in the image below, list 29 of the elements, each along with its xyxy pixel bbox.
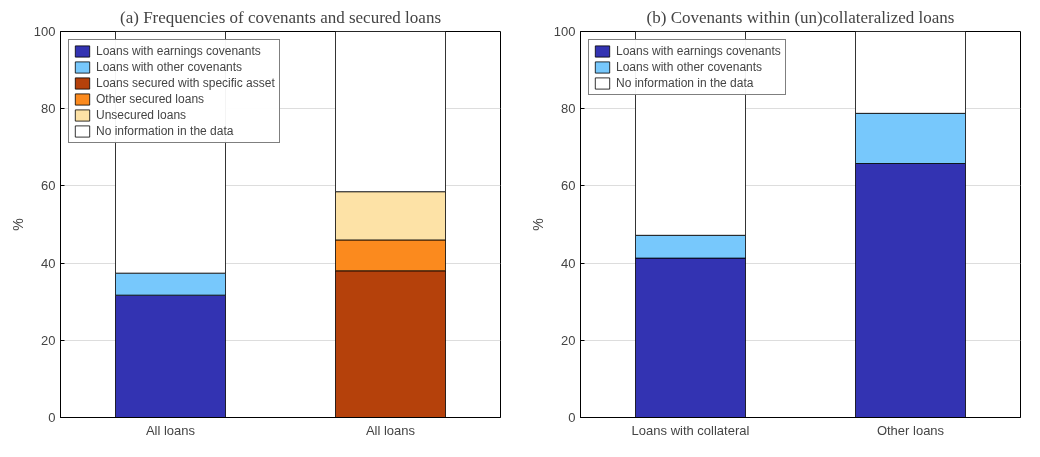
y-tick-label: 40 — [561, 255, 576, 271]
y-tick-label: 20 — [561, 332, 576, 348]
y-tick-label: 80 — [41, 101, 56, 117]
chart-title: (a) Frequencies of covenants and secured loans — [120, 7, 441, 27]
legend-label: Loans with earnings covenants — [96, 44, 261, 58]
legend-label: Loans with earnings covenants — [616, 44, 781, 58]
x-tick-label: All loans — [145, 422, 196, 438]
y-axis-title: % — [529, 218, 546, 231]
x-tick-label: All loans — [365, 422, 416, 438]
legend-label: Loans with other covenants — [616, 60, 763, 74]
y-tick-label: 60 — [41, 178, 56, 194]
legend-label: No information in the data — [96, 124, 234, 138]
legend-label: Loans secured with specific asset — [96, 76, 275, 90]
legend-label: Other secured loans — [96, 92, 205, 106]
legend-label: No information in the data — [616, 76, 754, 90]
legend-label: Loans with other covenants — [96, 60, 243, 74]
chart-title: (b) Covenants within (un)collateralized loans — [646, 7, 955, 27]
legend-label: Unsecured loans — [96, 108, 187, 122]
y-tick-label: 80 — [561, 101, 576, 117]
y-tick-label: 40 — [41, 255, 56, 271]
y-tick-label: 100 — [553, 24, 576, 39]
y-tick-label: 0 — [568, 410, 576, 425]
x-tick-label: Loans with collateral — [631, 422, 750, 438]
y-tick-label: 20 — [41, 332, 56, 348]
y-tick-label: 100 — [33, 24, 56, 39]
x-tick-label: Other loans — [876, 422, 945, 438]
y-axis-title: % — [9, 218, 26, 231]
y-tick-label: 0 — [48, 410, 56, 425]
y-tick-label: 60 — [561, 178, 576, 194]
